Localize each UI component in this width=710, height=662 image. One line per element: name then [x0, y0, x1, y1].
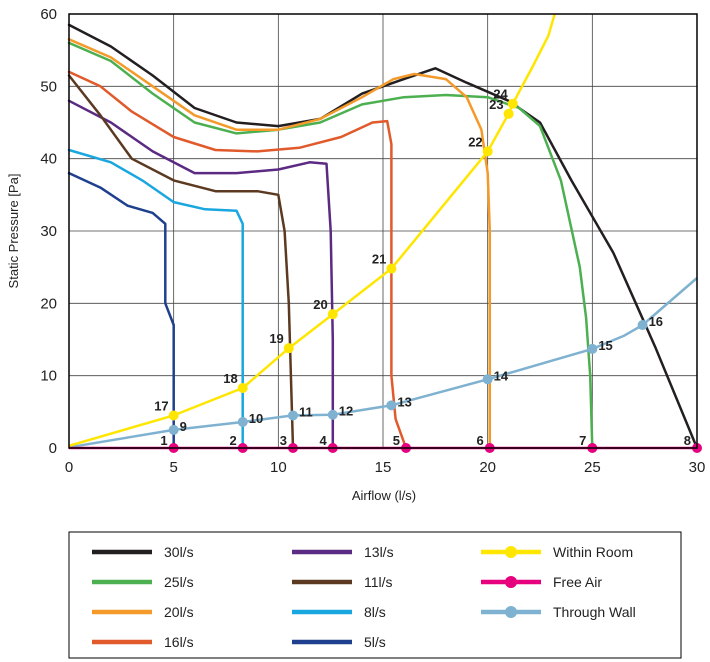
legend: 30l/s 25l/s 20l/s 16l/s 13l/s 11l/s 8l/s 5l/s Wi…	[68, 531, 682, 659]
y-tick-label: 30	[40, 223, 57, 240]
point-label: 11	[299, 404, 313, 419]
legend-label: 25l/s	[164, 574, 194, 590]
legend-label: Within Room	[553, 544, 633, 560]
legend-item: Within Room	[481, 544, 633, 560]
point-label: 3	[280, 433, 287, 448]
x-tick-label: 10	[270, 459, 287, 476]
point-label: 12	[339, 404, 353, 419]
legend-item: 30l/s	[92, 544, 194, 560]
legend-label: 13l/s	[364, 544, 394, 560]
point-label: 19	[269, 331, 283, 346]
legend-item: 16l/s	[92, 634, 194, 650]
legend-item: 25l/s	[92, 574, 194, 590]
point-label: 14	[494, 368, 509, 383]
legend-marker	[505, 576, 517, 588]
x-tick-label: 25	[584, 459, 601, 476]
series-line-5l-s	[67, 171, 175, 450]
y-tick-label: 40	[40, 151, 57, 168]
x-tick-label: 15	[375, 459, 392, 476]
legend-marker	[505, 606, 517, 618]
series-line-25l-s	[67, 41, 594, 450]
x-tick-label: 0	[65, 459, 73, 476]
data-point	[637, 320, 648, 331]
y-axis-label: Static Pressure [Pa]	[6, 174, 21, 289]
legend-item: 5l/s	[292, 634, 386, 650]
legend-label: Free Air	[553, 574, 602, 590]
series-line-30l-s	[67, 23, 699, 450]
data-point	[386, 263, 397, 274]
point-label: 16	[649, 314, 663, 329]
legend-item: 13l/s	[292, 544, 394, 560]
legend-label: 20l/s	[164, 604, 194, 620]
legend-item: Through Wall	[481, 604, 636, 620]
legend-frame	[68, 531, 682, 659]
y-tick-label: 50	[40, 78, 57, 95]
legend-item: Free Air	[481, 574, 602, 590]
data-point	[327, 409, 338, 420]
data-point	[237, 416, 248, 427]
series-line-within-room	[68, 13, 556, 448]
point-label: 7	[579, 433, 586, 448]
point-label: 21	[372, 252, 386, 267]
series-line-11l-s	[67, 74, 295, 450]
data-point	[327, 309, 338, 320]
point-label: 15	[598, 338, 612, 353]
series-line-13l-s	[67, 99, 335, 450]
data-point	[482, 146, 493, 157]
data-point	[587, 343, 598, 354]
point-label: 10	[249, 411, 263, 426]
legend-label: 30l/s	[164, 544, 194, 560]
data-point	[482, 374, 493, 385]
point-label: 23	[489, 97, 503, 112]
series-line-16l-s	[67, 70, 408, 450]
series-line-20l-s	[67, 38, 492, 450]
point-label: 13	[397, 394, 411, 409]
legend-label: Through Wall	[553, 604, 636, 620]
point-label: 5	[393, 433, 400, 448]
legend-item: 11l/s	[292, 574, 393, 590]
point-label: 1	[160, 433, 167, 448]
x-tick-label: 30	[689, 459, 706, 476]
point-label: 17	[154, 398, 168, 413]
point-label: 2	[230, 433, 237, 448]
data-point	[168, 410, 179, 421]
legend-label: 11l/s	[364, 574, 393, 590]
legend-marker	[505, 546, 517, 558]
x-tick-label: 5	[169, 459, 177, 476]
legend-item: 20l/s	[92, 604, 194, 620]
data-point	[168, 424, 179, 435]
data-point	[503, 108, 514, 119]
y-tick-label: 20	[40, 295, 57, 312]
legend-label: 5l/s	[364, 634, 386, 650]
data-point	[386, 400, 397, 411]
legend-label: 16l/s	[164, 634, 194, 650]
point-label: 4	[320, 433, 328, 448]
x-tick-label: 20	[479, 459, 496, 476]
x-axis-label: Airflow (l/s)	[352, 488, 416, 503]
point-label: 22	[468, 134, 482, 149]
point-label: 24	[493, 87, 508, 102]
point-label: 9	[180, 419, 187, 434]
data-point	[283, 343, 294, 354]
legend-label: 8l/s	[364, 604, 386, 620]
data-point	[507, 98, 518, 109]
plot-frame	[68, 13, 698, 449]
point-label: 8	[684, 433, 691, 448]
point-label: 20	[313, 297, 327, 312]
y-tick-label: 60	[40, 6, 57, 23]
point-label: 18	[223, 371, 237, 386]
point-label: 6	[477, 433, 484, 448]
data-point	[237, 382, 248, 393]
y-tick-label: 10	[40, 368, 57, 385]
y-tick-label: 0	[49, 440, 57, 457]
legend-item: 8l/s	[292, 604, 386, 620]
series-line-8l-s	[67, 148, 244, 450]
data-point	[287, 410, 298, 421]
grid	[68, 13, 698, 449]
